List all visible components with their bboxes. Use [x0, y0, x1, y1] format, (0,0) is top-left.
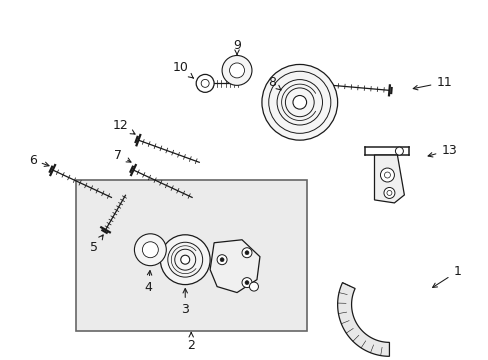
Circle shape: [244, 280, 248, 285]
Text: 5: 5: [89, 235, 103, 254]
Circle shape: [196, 75, 214, 92]
Circle shape: [142, 242, 158, 258]
Circle shape: [380, 168, 394, 182]
Circle shape: [217, 255, 226, 265]
Text: 6: 6: [29, 154, 49, 167]
Circle shape: [134, 234, 166, 266]
Text: 10: 10: [172, 61, 193, 78]
Circle shape: [220, 258, 224, 262]
Circle shape: [160, 235, 210, 285]
Circle shape: [244, 251, 248, 255]
Text: 4: 4: [144, 271, 152, 294]
Text: 11: 11: [412, 76, 451, 90]
Circle shape: [249, 282, 258, 291]
Text: 1: 1: [432, 265, 460, 287]
Circle shape: [222, 55, 251, 85]
FancyBboxPatch shape: [76, 180, 306, 332]
Polygon shape: [337, 283, 388, 356]
Text: 9: 9: [233, 39, 241, 55]
Circle shape: [242, 278, 251, 288]
Text: 7: 7: [114, 149, 131, 162]
Text: 8: 8: [267, 76, 281, 90]
Circle shape: [292, 95, 306, 109]
Text: 3: 3: [181, 288, 189, 316]
Text: 13: 13: [427, 144, 456, 157]
Polygon shape: [374, 155, 404, 203]
Circle shape: [395, 147, 403, 155]
Circle shape: [242, 248, 251, 258]
Text: 2: 2: [187, 333, 195, 352]
Circle shape: [181, 255, 189, 264]
Circle shape: [262, 64, 337, 140]
Circle shape: [383, 188, 394, 198]
Polygon shape: [210, 240, 260, 293]
Circle shape: [229, 63, 244, 78]
Text: 12: 12: [112, 119, 135, 134]
